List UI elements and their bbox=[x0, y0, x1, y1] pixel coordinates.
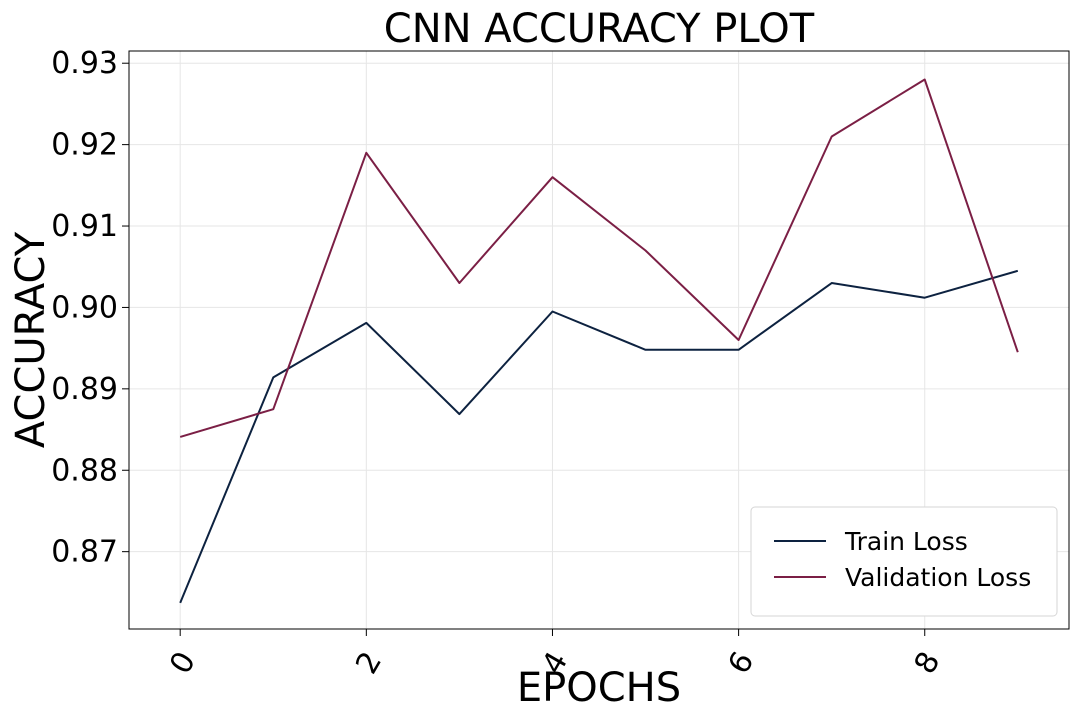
legend-label-validation: Validation Loss bbox=[845, 563, 1031, 592]
y-tick-label: 0.88 bbox=[51, 453, 118, 488]
y-tick-label: 0.90 bbox=[51, 290, 118, 325]
y-tick-label: 0.87 bbox=[51, 535, 118, 570]
series-line-train bbox=[179, 269, 1019, 604]
series-line-validation bbox=[179, 78, 1019, 438]
plot-frame bbox=[128, 50, 1070, 630]
grid bbox=[129, 51, 1069, 629]
x-tick-label: 6 bbox=[722, 646, 762, 680]
y-tick-label: 0.93 bbox=[51, 46, 118, 81]
legend-label-train: Train Loss bbox=[844, 527, 968, 556]
legend: Train Loss Validation Loss bbox=[750, 506, 1058, 617]
legend-box bbox=[750, 506, 1058, 617]
x-tick-label: 2 bbox=[349, 646, 389, 680]
y-axis-ticks: 0.87 0.88 0.89 0.90 0.91 0.92 0.93 bbox=[51, 46, 129, 570]
y-tick-label: 0.89 bbox=[51, 372, 118, 407]
y-tick-label: 0.91 bbox=[51, 209, 118, 244]
y-tick-label: 0.92 bbox=[51, 128, 118, 163]
x-tick-label: 8 bbox=[908, 646, 948, 680]
x-axis-label: EPOCHS bbox=[517, 665, 681, 711]
chart-title: CNN ACCURACY PLOT bbox=[384, 6, 815, 52]
series-layer bbox=[179, 78, 1019, 604]
y-axis-label: ACCURACY bbox=[8, 231, 54, 448]
x-tick-label: 0 bbox=[163, 646, 203, 680]
